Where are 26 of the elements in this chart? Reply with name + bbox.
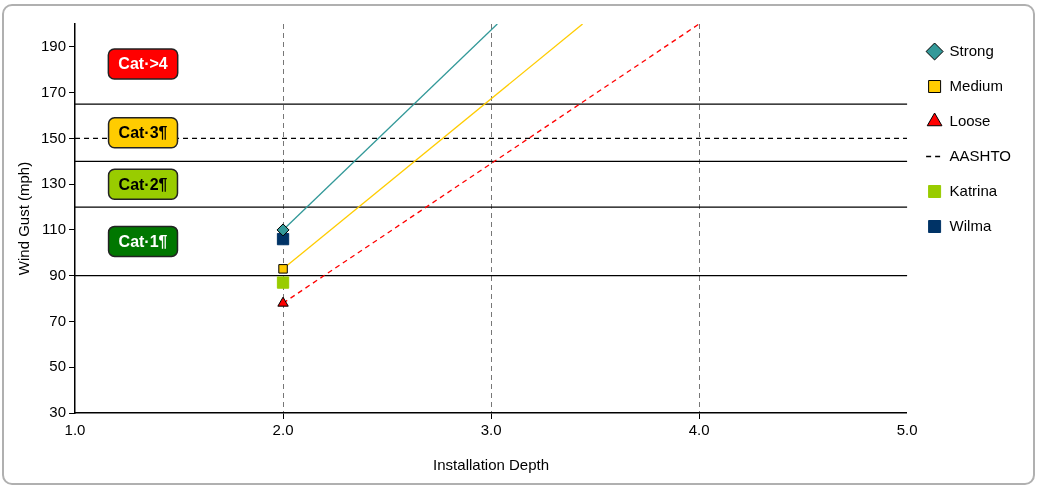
x-tick-label: 4.0 bbox=[688, 421, 710, 439]
y-tick-label: 150 bbox=[41, 128, 67, 146]
legend-label: Loose bbox=[949, 111, 991, 129]
y-tick-label: 90 bbox=[49, 265, 67, 283]
x-axis-title: Installation Depth bbox=[433, 456, 550, 474]
x-tick-label: 5.0 bbox=[896, 421, 918, 439]
y-tick-label: 50 bbox=[49, 357, 67, 375]
legend-label: Medium bbox=[949, 76, 1003, 94]
x-tick-label: 1.0 bbox=[64, 421, 86, 439]
annotation: Cat·3¶ bbox=[118, 124, 168, 142]
x-tick-label: 3.0 bbox=[480, 421, 502, 439]
y-tick-label: 70 bbox=[49, 311, 67, 329]
legend-label: Strong bbox=[949, 41, 994, 59]
annotation: Cat·>4 bbox=[118, 55, 168, 73]
legend-label: Wilma bbox=[949, 216, 992, 234]
y-tick-label: 190 bbox=[41, 37, 67, 55]
y-tick-label: 130 bbox=[41, 174, 67, 192]
legend-label: Katrina bbox=[949, 181, 998, 199]
x-tick-label: 2.0 bbox=[272, 421, 294, 439]
y-axis-title: Wind Gust (mph) bbox=[15, 161, 33, 276]
annotation: Cat·2¶ bbox=[118, 175, 168, 193]
y-tick-label: 110 bbox=[42, 220, 67, 238]
legend-label: AASHTO bbox=[949, 146, 1011, 164]
y-tick-label: 30 bbox=[49, 403, 67, 421]
annotation: Cat·1¶ bbox=[118, 232, 168, 250]
y-tick-label: 170 bbox=[41, 82, 67, 100]
